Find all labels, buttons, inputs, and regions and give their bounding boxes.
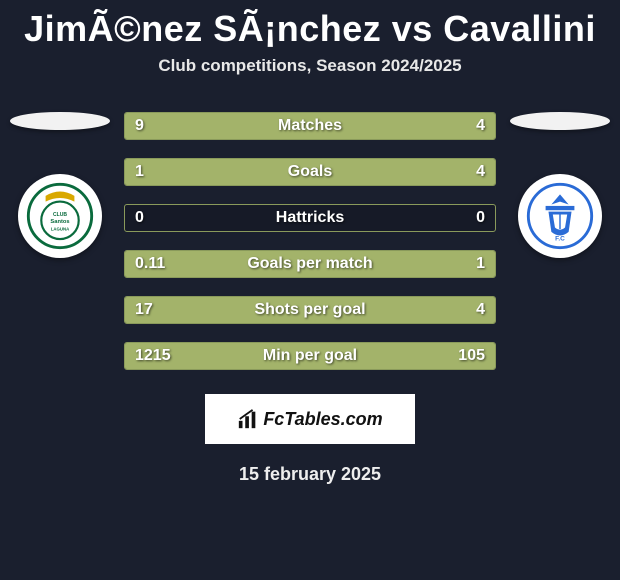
left-club-logo: CLUB Santos LAGUNA xyxy=(18,174,102,258)
stat-row: 17 4 Shots per goal xyxy=(124,296,496,324)
stat-right-value: 4 xyxy=(476,301,485,319)
stat-label: Goals xyxy=(288,163,332,181)
stat-row: 1 4 Goals xyxy=(124,158,496,186)
stat-right-value: 1 xyxy=(476,255,485,273)
chart-icon xyxy=(237,408,259,430)
stat-left-value: 1 xyxy=(135,163,144,181)
main-row: CLUB Santos LAGUNA 9 4 Matches 1 4 Goals 0 0 Hat… xyxy=(0,112,620,388)
stat-row: 0.11 1 Goals per match xyxy=(124,250,496,278)
stat-left-value: 9 xyxy=(135,117,144,135)
stat-label: Min per goal xyxy=(263,347,357,365)
stat-right-value: 4 xyxy=(476,117,485,135)
stat-row: 1215 105 Min per goal xyxy=(124,342,496,370)
svg-text:LAGUNA: LAGUNA xyxy=(51,226,69,231)
left-side: CLUB Santos LAGUNA xyxy=(0,112,120,258)
page-subtitle: Club competitions, Season 2024/2025 xyxy=(0,56,620,76)
bar-right-fill xyxy=(199,159,495,185)
branding-badge: FcTables.com xyxy=(205,394,415,444)
stat-left-value: 0.11 xyxy=(135,255,165,273)
stat-right-value: 105 xyxy=(458,347,485,365)
date-label: 15 february 2025 xyxy=(0,464,620,485)
stat-bars: 9 4 Matches 1 4 Goals 0 0 Hattricks 0.11 1 Goals pe… xyxy=(120,112,500,388)
stat-label: Shots per goal xyxy=(254,301,365,319)
page-title: JimÃ©nez SÃ¡nchez vs Cavallini xyxy=(0,8,620,50)
right-side: F.C xyxy=(500,112,620,258)
svg-text:CLUB: CLUB xyxy=(53,212,67,218)
stat-right-value: 0 xyxy=(476,209,485,227)
right-club-logo: F.C xyxy=(518,174,602,258)
santos-logo-icon: CLUB Santos LAGUNA xyxy=(24,180,96,252)
svg-text:F.C: F.C xyxy=(555,235,565,242)
stat-label: Hattricks xyxy=(276,209,344,227)
comparison-card: JimÃ©nez SÃ¡nchez vs Cavallini Club comp… xyxy=(0,0,620,485)
stat-right-value: 4 xyxy=(476,163,485,181)
stat-label: Matches xyxy=(278,117,342,135)
stat-left-value: 0 xyxy=(135,209,144,227)
svg-text:Santos: Santos xyxy=(50,219,69,225)
branding-text: FcTables.com xyxy=(263,409,382,430)
puebla-logo-icon: F.C xyxy=(524,180,596,252)
stat-row: 9 4 Matches xyxy=(124,112,496,140)
right-flag-icon xyxy=(510,112,610,130)
stat-left-value: 1215 xyxy=(135,347,171,365)
stat-label: Goals per match xyxy=(247,255,372,273)
stat-left-value: 17 xyxy=(135,301,153,319)
left-flag-icon xyxy=(10,112,110,130)
stat-row: 0 0 Hattricks xyxy=(124,204,496,232)
